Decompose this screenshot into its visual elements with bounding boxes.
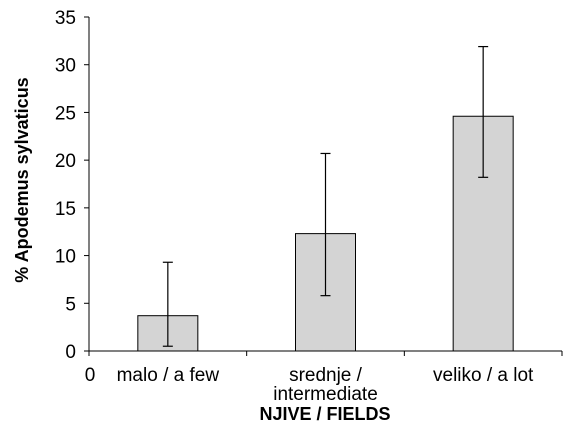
category-label: veliko / a lot bbox=[433, 365, 534, 386]
x-axis bbox=[88, 350, 563, 356]
category-label: malo / a few bbox=[117, 365, 220, 386]
y-tick-label: 15 bbox=[55, 199, 76, 220]
y-tick-label: 35 bbox=[55, 8, 76, 29]
error-bars bbox=[162, 45, 489, 347]
y-tick-label: 10 bbox=[55, 247, 76, 268]
category-labels: malo / a few srednje /intermediate veliko … bbox=[117, 365, 534, 405]
y-tick-label: 20 bbox=[55, 151, 76, 172]
y-tick-label: 5 bbox=[65, 294, 76, 315]
x-axis-title: NJIVE / FIELDS bbox=[259, 404, 390, 424]
y-axis-title: % Apodemus sylvaticus bbox=[12, 77, 32, 282]
y-axis: 0 5 10 15 20 25 30 35 bbox=[55, 8, 90, 363]
category-label: srednje / bbox=[289, 365, 363, 386]
y-tick-label: 0 bbox=[65, 342, 76, 363]
y-tick-label: 25 bbox=[55, 103, 76, 124]
category-label: intermediate bbox=[273, 384, 378, 405]
bars bbox=[137, 115, 514, 352]
x-origin-label: 0 bbox=[85, 365, 96, 386]
y-tick-label: 30 bbox=[55, 56, 76, 77]
